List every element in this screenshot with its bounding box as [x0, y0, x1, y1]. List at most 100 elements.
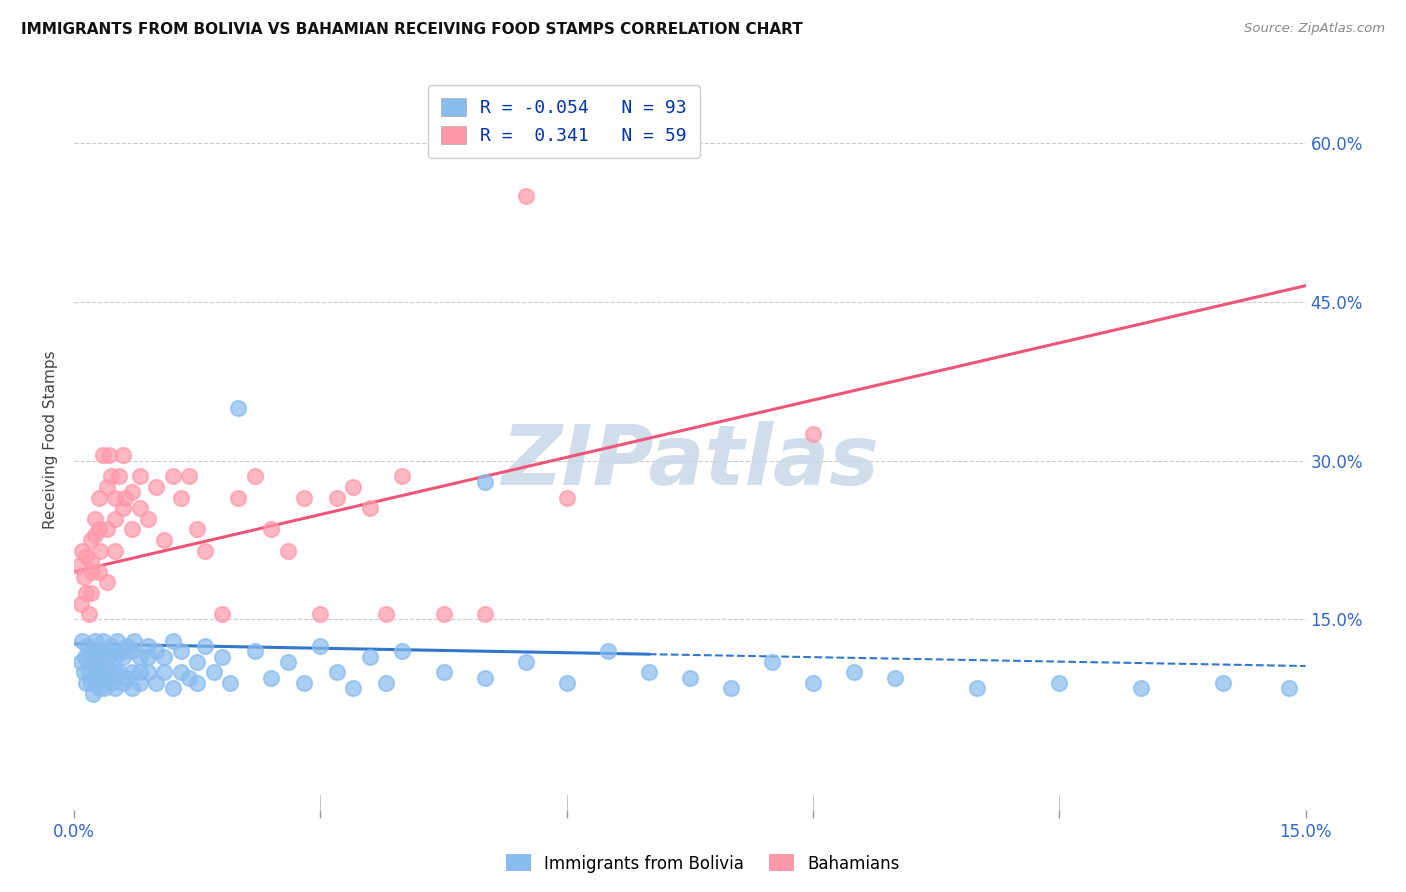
- Point: [145, 644, 167, 658]
- Point: [87, 649, 110, 664]
- Point: [87, 491, 110, 505]
- Point: [211, 607, 233, 621]
- Point: [114, 491, 136, 505]
- Point: [720, 681, 742, 696]
- Point: [177, 469, 200, 483]
- Point: [100, 676, 122, 690]
- Point: [96, 644, 118, 658]
- Point: [72, 633, 94, 648]
- Point: [89, 543, 111, 558]
- Point: [104, 491, 127, 505]
- Point: [177, 671, 200, 685]
- Point: [91, 665, 114, 680]
- Point: [292, 491, 315, 505]
- Point: [104, 665, 127, 680]
- Point: [121, 644, 143, 658]
- Point: [202, 665, 225, 680]
- Point: [77, 607, 100, 621]
- Point: [292, 676, 315, 690]
- Point: [117, 639, 139, 653]
- Point: [128, 665, 150, 680]
- Point: [1130, 681, 1153, 696]
- Point: [555, 676, 578, 690]
- Point: [375, 676, 398, 690]
- Point: [83, 660, 105, 674]
- Point: [326, 491, 349, 505]
- Point: [162, 681, 184, 696]
- Point: [145, 480, 167, 494]
- Point: [226, 491, 249, 505]
- Point: [87, 681, 110, 696]
- Point: [474, 607, 496, 621]
- Point: [79, 649, 101, 664]
- Point: [186, 655, 208, 669]
- Point: [112, 649, 135, 664]
- Point: [75, 676, 97, 690]
- Point: [121, 485, 143, 500]
- Point: [153, 649, 176, 664]
- Point: [128, 501, 150, 516]
- Point: [145, 676, 167, 690]
- Point: [474, 671, 496, 685]
- Point: [1047, 676, 1070, 690]
- Point: [75, 549, 97, 563]
- Point: [79, 676, 101, 690]
- Point: [87, 665, 110, 680]
- Point: [105, 633, 128, 648]
- Point: [359, 501, 381, 516]
- Point: [555, 491, 578, 505]
- Point: [83, 512, 105, 526]
- Point: [83, 633, 105, 648]
- Point: [342, 480, 364, 494]
- Point: [96, 522, 118, 536]
- Point: [90, 671, 112, 685]
- Point: [96, 649, 118, 664]
- Point: [596, 644, 619, 658]
- Point: [121, 522, 143, 536]
- Point: [96, 480, 118, 494]
- Text: IMMIGRANTS FROM BOLIVIA VS BAHAMIAN RECEIVING FOOD STAMPS CORRELATION CHART: IMMIGRANTS FROM BOLIVIA VS BAHAMIAN RECE…: [21, 22, 803, 37]
- Point: [128, 676, 150, 690]
- Point: [91, 633, 114, 648]
- Point: [91, 448, 114, 462]
- Point: [82, 644, 104, 658]
- Point: [121, 681, 143, 696]
- Point: [96, 575, 118, 590]
- Point: [136, 665, 159, 680]
- Point: [342, 681, 364, 696]
- Point: [194, 639, 217, 653]
- Point: [309, 607, 332, 621]
- Point: [100, 639, 122, 653]
- Point: [801, 427, 824, 442]
- Point: [515, 655, 537, 669]
- Point: [76, 639, 98, 653]
- Point: [98, 649, 121, 664]
- Point: [93, 681, 115, 696]
- Point: [326, 665, 349, 680]
- Point: [112, 501, 135, 516]
- Point: [194, 543, 217, 558]
- Point: [515, 188, 537, 202]
- Point: [186, 522, 208, 536]
- Point: [79, 533, 101, 547]
- Point: [391, 644, 413, 658]
- Point: [260, 671, 283, 685]
- Point: [104, 649, 127, 664]
- Point: [96, 671, 118, 685]
- Point: [97, 448, 120, 462]
- Point: [84, 676, 107, 690]
- Point: [100, 469, 122, 483]
- Point: [637, 665, 659, 680]
- Point: [128, 469, 150, 483]
- Point: [391, 469, 413, 483]
- Point: [97, 665, 120, 680]
- Point: [69, 655, 91, 669]
- Point: [359, 649, 381, 664]
- Point: [277, 543, 299, 558]
- Point: [87, 522, 110, 536]
- Point: [112, 676, 135, 690]
- Point: [761, 655, 783, 669]
- Legend: Immigrants from Bolivia, Bahamians: Immigrants from Bolivia, Bahamians: [499, 847, 907, 880]
- Point: [67, 559, 90, 574]
- Point: [1278, 681, 1301, 696]
